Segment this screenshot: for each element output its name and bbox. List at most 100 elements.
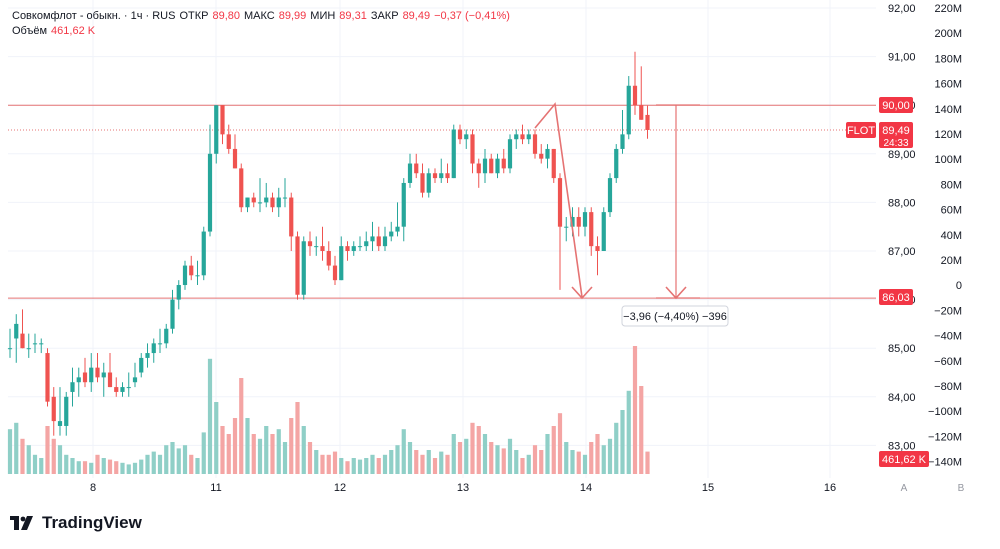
volume-bar — [445, 454, 450, 474]
volume-bar — [26, 445, 31, 474]
volume-bar — [589, 442, 594, 474]
symbol-title[interactable]: Совкомфлот - обыкн. · 1ч · RUS — [12, 10, 176, 22]
volume-bar — [557, 413, 563, 474]
volume-bar — [114, 461, 119, 474]
horizontal-levels[interactable] — [8, 104, 876, 299]
time-tick-label: 16 — [824, 482, 836, 494]
candle-body — [264, 197, 269, 203]
candle-body — [157, 343, 163, 345]
candle-body — [514, 134, 519, 140]
volume-bar — [226, 434, 231, 474]
volume-bar — [582, 454, 588, 474]
volume-bar — [264, 426, 269, 474]
candle-body — [170, 299, 175, 329]
candle-body — [189, 265, 194, 276]
candle-body — [32, 343, 38, 345]
candle-body — [620, 134, 625, 149]
volume-bar — [601, 445, 606, 474]
candle-body — [251, 197, 256, 203]
price-tick-label: 92,00 — [888, 3, 916, 15]
price-tick-label: 91,00 — [888, 52, 916, 64]
candle-body — [370, 236, 375, 242]
volume-bar — [514, 450, 519, 474]
volume-tick-label: 220M — [934, 3, 962, 15]
volume-tick-label: −40M — [934, 331, 962, 343]
volume-bar — [345, 461, 350, 474]
volume-bar — [107, 459, 113, 474]
volume-bar — [407, 442, 413, 474]
candle-body — [376, 236, 381, 247]
time-tick-label: 15 — [702, 482, 714, 494]
volume-bar — [645, 451, 650, 474]
tradingview-logo[interactable]: TradingView — [10, 513, 142, 533]
volume-bar — [251, 434, 256, 474]
candle-body — [95, 367, 100, 378]
volume-bar — [120, 462, 125, 474]
candle-body — [282, 197, 288, 199]
auto-scale-button: A — [901, 483, 908, 494]
volume-bar — [632, 346, 638, 474]
volume-bar — [157, 454, 163, 474]
candle-body — [401, 182, 406, 227]
candle-body — [576, 216, 581, 227]
chart-grid — [8, 0, 876, 478]
low-value: 89,31 — [339, 10, 367, 22]
candle-body — [445, 173, 450, 179]
volume-bar — [470, 422, 475, 474]
volume-bar — [482, 434, 488, 474]
volume-bar — [595, 434, 600, 474]
drawings-layer[interactable]: −3,96 (−4,40%) −396 — [534, 102, 729, 327]
candle-body — [82, 372, 88, 383]
candle-body — [232, 148, 238, 169]
candle-body — [239, 168, 244, 208]
volume-bar — [476, 426, 481, 474]
volume-bar — [507, 438, 513, 474]
volume-tick-label: 60M — [941, 205, 962, 217]
volume-bar — [307, 442, 313, 474]
volume-tick-label: −20M — [934, 305, 962, 317]
volume-label[interactable]: Объём — [12, 25, 48, 37]
candle-body — [564, 226, 569, 228]
volume-tick-label: −140M — [928, 457, 962, 469]
candle-body — [589, 212, 594, 247]
volume-bar — [532, 445, 538, 474]
volume-tick-label: −60M — [934, 356, 962, 368]
volume-tick-label: 80M — [941, 179, 962, 191]
candle-body — [76, 377, 81, 383]
axes[interactable]: 92,0091,0090,0089,0088,0087,0086,0085,00… — [90, 3, 965, 494]
last-price-value: 89,49 — [882, 125, 910, 137]
volume-bar — [76, 461, 81, 474]
candle-body — [164, 328, 169, 344]
volume-bar — [370, 454, 375, 474]
candle-body — [195, 275, 200, 277]
level-90-badge-bg — [879, 97, 913, 113]
candle-body — [51, 396, 56, 422]
measure-label: −3,96 (−4,40%) −396 — [623, 311, 727, 323]
volume-bar — [314, 450, 319, 474]
price-tick-label: 85,00 — [888, 343, 916, 355]
candle-body — [257, 202, 263, 204]
volume-bar — [70, 458, 75, 474]
volume-bar — [495, 445, 500, 474]
candle-body — [357, 246, 363, 248]
volume-bar — [564, 442, 569, 474]
candle-body — [526, 134, 531, 140]
volume-bar — [189, 454, 194, 474]
candle-body — [64, 396, 69, 426]
candle-body — [151, 343, 156, 354]
ticker-badge-bg — [846, 122, 876, 138]
high-value: 89,99 — [278, 10, 307, 22]
level-86-badge: 86,03 — [882, 292, 910, 304]
volume-bar — [89, 462, 94, 474]
volume-bar — [551, 426, 556, 474]
candle-body — [439, 173, 444, 179]
volume-last-badge-bg — [879, 451, 929, 467]
candle-body — [501, 158, 506, 169]
candle-body — [489, 158, 494, 174]
candle-body — [245, 197, 250, 208]
volume-bar — [364, 458, 369, 474]
volume-bar — [257, 438, 263, 474]
volume-bar — [432, 458, 438, 474]
candle-body — [101, 372, 106, 378]
